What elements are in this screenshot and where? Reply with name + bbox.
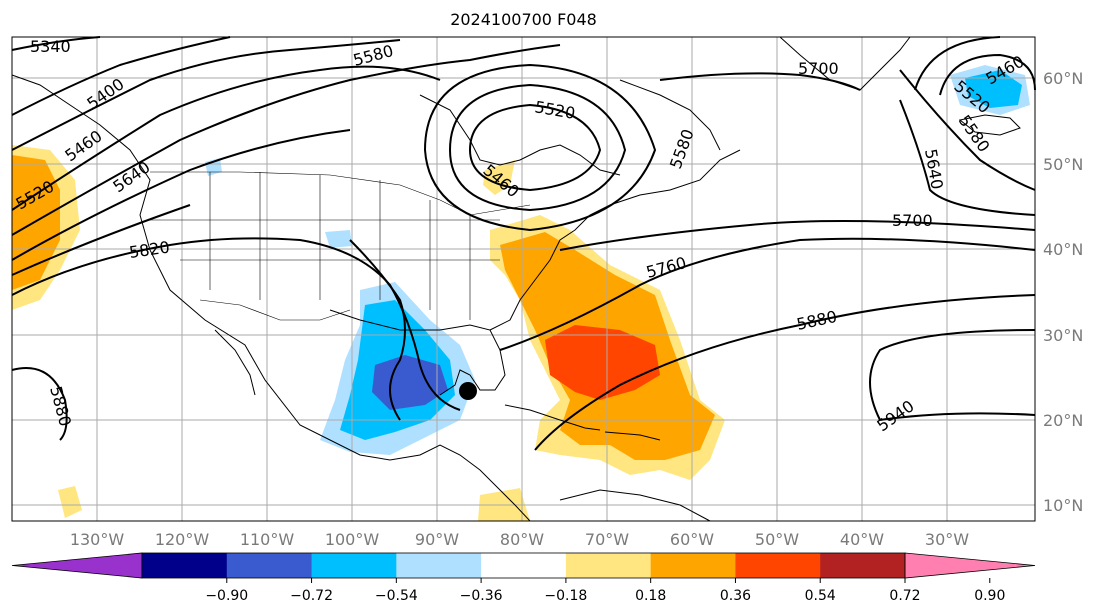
south-america xyxy=(559,489,711,522)
ne-contour-5580 xyxy=(899,69,1036,191)
map-frame-border xyxy=(11,36,1036,522)
lat-label: 30°N xyxy=(1043,326,1083,345)
contour-5700-e xyxy=(659,72,861,91)
contour-5460-w xyxy=(11,39,401,151)
longitude-labels: 130°W 120°W 110°W 100°W 90°W 80°W 70°W 6… xyxy=(70,530,969,549)
contour-5400 xyxy=(11,36,231,116)
low-ring-1 xyxy=(468,103,602,192)
contour-5880-sw xyxy=(11,367,68,441)
storm-center-dot xyxy=(459,382,477,400)
us-mexico-border xyxy=(199,299,351,321)
colorbar-segment xyxy=(565,553,652,578)
lon-label: 110°W xyxy=(240,530,295,549)
lat-label: 40°N xyxy=(1043,240,1083,259)
lon-label: 80°W xyxy=(500,530,544,549)
gulf-coast xyxy=(329,309,506,396)
contour-label: 5700 xyxy=(798,59,839,78)
positive-anomaly-atlantic-red xyxy=(545,325,660,400)
height-contours xyxy=(11,36,1036,451)
colorbar-segment xyxy=(481,553,567,578)
colorbar-segment xyxy=(735,553,821,578)
lat-label: 60°N xyxy=(1043,69,1083,88)
colorbar-border xyxy=(141,552,906,579)
us-canada-border xyxy=(150,171,531,216)
colorbar-extend-high xyxy=(904,552,1036,579)
contour-5820 xyxy=(11,237,461,411)
colorbar-tick-label: −0.72 xyxy=(290,588,333,604)
lat-label: 20°N xyxy=(1043,411,1083,430)
map-title: 2024100700 F048 xyxy=(450,10,597,29)
contour-label: 5700 xyxy=(892,211,933,230)
storm-track xyxy=(349,239,406,421)
colorbar-segment xyxy=(650,553,736,578)
lon-label: 90°W xyxy=(415,530,459,549)
coastlines xyxy=(11,36,1021,522)
colorbar-tick-label: 0.90 xyxy=(974,588,1005,604)
ne-low-ring-2 xyxy=(914,36,1001,91)
colorbar-tick-label: −0.90 xyxy=(205,588,248,604)
contour-5760 xyxy=(499,237,1036,351)
contour-5640-w xyxy=(11,129,351,261)
contour-5340 xyxy=(11,36,101,51)
lat-label: 50°N xyxy=(1043,155,1083,174)
contour-5520-w xyxy=(11,65,441,211)
lon-label: 40°W xyxy=(840,530,884,549)
contour-5940 xyxy=(869,329,1036,421)
contour-5700-w xyxy=(11,204,191,276)
lat-label: 10°N xyxy=(1043,496,1083,515)
colorbar-segment xyxy=(396,553,482,578)
colorbar-segment xyxy=(142,553,228,578)
lon-label: 30°W xyxy=(925,530,969,549)
lon-label: 130°W xyxy=(70,530,125,549)
lon-label: 120°W xyxy=(155,530,210,549)
anomaly-shading xyxy=(12,65,1030,521)
lon-label: 70°W xyxy=(585,530,629,549)
contour-5580-w xyxy=(11,44,561,236)
negative-anomaly-northeast-core xyxy=(965,70,1022,108)
colorbar-segment xyxy=(311,553,397,578)
contour-5880 xyxy=(534,294,1036,451)
colorbar-extend-low xyxy=(11,552,143,579)
political-borders xyxy=(150,171,531,321)
hispaniola xyxy=(604,431,661,441)
contour-5700-mid xyxy=(559,220,1036,251)
colorbar-tick-label: 0.18 xyxy=(635,588,666,604)
colorbar-segment xyxy=(226,553,313,578)
latitude-labels: 60°N 50°N 40°N 30°N 20°N 10°N xyxy=(1043,69,1083,515)
colorbar-tick-label: −0.36 xyxy=(460,588,503,604)
north-america-coast xyxy=(11,74,531,522)
ne-low-ring-1 xyxy=(939,53,1036,96)
colorbar-tick-label: −0.54 xyxy=(375,588,418,604)
positive-anomaly-bottom-left xyxy=(58,486,82,518)
gridlines xyxy=(12,37,1035,521)
iceland xyxy=(958,114,1021,136)
low-ring-2 xyxy=(448,83,627,212)
contour-label: 5340 xyxy=(30,37,71,56)
cuba xyxy=(504,404,601,431)
lon-label: 100°W xyxy=(325,530,380,549)
colorbar xyxy=(11,552,1036,579)
negative-anomaly-plains xyxy=(325,230,352,248)
labrador xyxy=(619,79,721,151)
colorbar-tick-label: 0.36 xyxy=(720,588,751,604)
colorbar-tick-label: −0.18 xyxy=(544,588,587,604)
contour-5940-lower xyxy=(879,412,1036,421)
colorbar-ticks: −0.90 −0.72 −0.54 −0.36 −0.18 0.18 0.36 0.54 0.7… xyxy=(205,578,1005,604)
lon-label: 50°W xyxy=(755,530,799,549)
colorbar-tick-label: 0.72 xyxy=(889,588,920,604)
baja xyxy=(214,329,256,396)
colorbar-segment xyxy=(820,553,906,578)
east-coast xyxy=(489,149,741,331)
positive-anomaly-west-inner xyxy=(12,155,60,290)
colorbar-tick-label: 0.54 xyxy=(805,588,836,604)
hudson-bay xyxy=(419,94,621,176)
ne-contour-5640 xyxy=(899,99,1036,216)
lon-label: 60°W xyxy=(670,530,714,549)
low-ring-3 xyxy=(423,63,657,232)
